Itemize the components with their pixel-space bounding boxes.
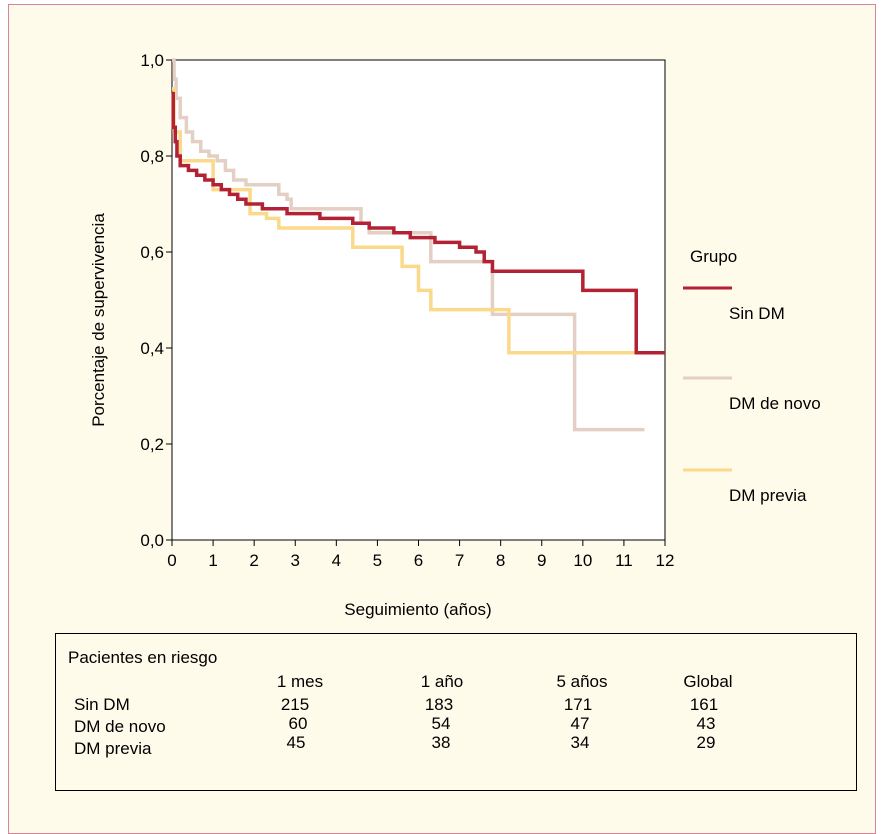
series-lines [171, 58, 665, 432]
series-line-1 [172, 58, 645, 432]
risk-row-label: Sin DM [74, 695, 130, 714]
risk-table: Pacientes en riesgo 1 mes 1 año 5 años G… [55, 633, 857, 791]
x-tick-label: 11 [615, 551, 633, 570]
risk-cell: 47 [570, 714, 590, 733]
risk-row-label: DM previa [74, 739, 152, 758]
risk-cell: 29 [696, 733, 716, 752]
y-tick-label: 1,0 [140, 51, 164, 70]
x-tick-label: 0 [167, 551, 176, 570]
y-tick-label: 0,4 [140, 339, 164, 358]
x-tick-label: 3 [291, 551, 300, 570]
plot-area [171, 59, 666, 541]
y-tick-label: 0,6 [140, 243, 164, 262]
risk-cell: 60 [288, 714, 308, 733]
legend-label: DM de novo [729, 394, 821, 413]
legend-label: Sin DM [729, 304, 785, 323]
y-tick-label: 0,2 [140, 435, 164, 454]
x-tick-label: 9 [537, 551, 546, 570]
risk-cell: 183 [424, 695, 454, 714]
legend: Sin DM DM de novo DM previa [683, 286, 821, 505]
legend-label: DM previa [729, 486, 807, 505]
risk-cell: 34 [570, 733, 590, 752]
x-tick-label: 7 [455, 551, 464, 570]
risk-cell: 43 [696, 714, 716, 733]
risk-col-header: 1 año [420, 672, 464, 691]
risk-col-header: 5 años [556, 672, 608, 691]
x-tick-label: 12 [656, 551, 675, 570]
x-tick-label: 6 [414, 551, 423, 570]
series-line-0 [171, 91, 665, 355]
x-tick-label: 1 [208, 551, 217, 570]
y-axis-label: Porcentaje de supervivencia [89, 213, 108, 427]
x-tick-label: 4 [332, 551, 341, 570]
risk-cell: 161 [689, 695, 719, 714]
x-tick-label: 5 [373, 551, 382, 570]
risk-cell: 38 [431, 733, 451, 752]
risk-table-title: Pacientes en riesgo [68, 648, 218, 667]
x-tick-label: 10 [573, 551, 592, 570]
axis-ticks: 0 1 2 3 4 5 6 7 8 9 10 11 120,00,20,40,60,81,0 [140, 51, 674, 570]
risk-cell: 171 [563, 695, 593, 714]
x-axis-label: Seguimiento (años) [344, 600, 491, 619]
risk-col-header: Global [683, 672, 733, 691]
risk-cell: 215 [280, 695, 310, 714]
x-tick-label: 2 [249, 551, 258, 570]
y-tick-label: 0,0 [140, 531, 164, 550]
y-tick-label: 0,8 [140, 147, 164, 166]
risk-cell: 54 [431, 714, 451, 733]
risk-cell: 45 [286, 733, 306, 752]
risk-row-label: DM de novo [74, 717, 166, 736]
x-tick-label: 8 [496, 551, 505, 570]
risk-col-header: 1 mes [276, 672, 324, 691]
legend-title: Grupo [690, 247, 737, 266]
